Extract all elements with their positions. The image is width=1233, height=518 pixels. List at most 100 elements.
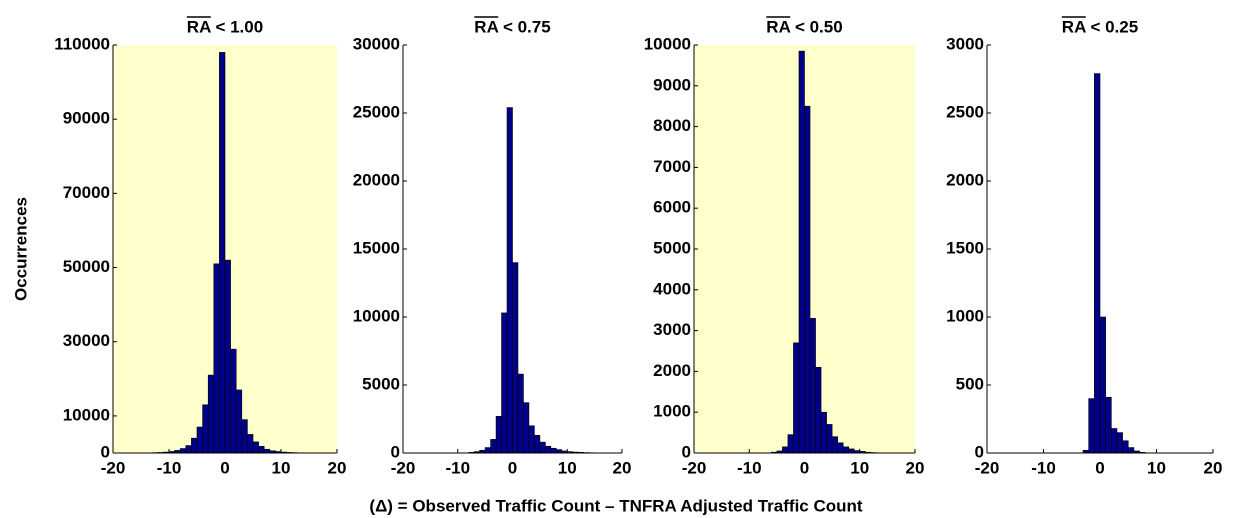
x-tick-label: -20 <box>975 458 1000 477</box>
bar <box>263 448 271 454</box>
y-tick-label: 90000 <box>63 109 110 128</box>
x-tick-label: 20 <box>1204 458 1223 477</box>
y-tick-label: 2000 <box>946 170 984 189</box>
y-tick-label: 3000 <box>653 320 691 339</box>
bar <box>1111 428 1118 454</box>
bar <box>842 446 849 454</box>
y-tick-label: 0 <box>682 442 691 461</box>
y-axis-label: Occurrences <box>11 197 30 301</box>
x-axis-label: (Δ) = Observed Traffic Count – TNFRA Adj… <box>369 496 862 515</box>
y-tick-label: 70000 <box>63 183 110 202</box>
y-tick-label: 9000 <box>653 75 691 94</box>
y-tick-label: 0 <box>975 442 984 461</box>
bar <box>534 435 541 454</box>
y-tick-label: 1500 <box>946 238 984 257</box>
y-tick-label: 30000 <box>353 34 400 53</box>
x-tick-label: 10 <box>1147 458 1166 477</box>
bar <box>224 259 231 454</box>
y-tick-label: 5000 <box>653 238 691 257</box>
chart-title: RA < 0.25 <box>1062 17 1138 36</box>
bar <box>550 447 557 454</box>
y-tick-label: 10000 <box>353 306 400 325</box>
y-tick-label: 3000 <box>946 34 984 53</box>
y-tick-label: 1000 <box>946 306 984 325</box>
bar <box>490 439 497 454</box>
bar <box>512 262 519 454</box>
y-tick-label: 110000 <box>54 34 110 53</box>
bar <box>202 404 209 454</box>
bar <box>782 446 789 454</box>
x-tick-label: 10 <box>850 458 869 477</box>
x-tick-label: 0 <box>1095 458 1104 477</box>
bar <box>815 367 822 454</box>
bar <box>1127 447 1135 454</box>
bar <box>555 449 563 454</box>
y-tick-label: 2000 <box>653 361 691 380</box>
bar <box>258 446 265 454</box>
x-tick-label: -20 <box>682 458 707 477</box>
y-tick-label: 6000 <box>653 198 691 217</box>
x-tick-label: 20 <box>328 458 347 477</box>
x-tick-label: 0 <box>220 458 229 477</box>
bar <box>831 436 838 454</box>
chart-title: RA < 1.00 <box>187 17 263 36</box>
chart-title: RA < 0.50 <box>766 17 842 36</box>
bar <box>517 373 524 454</box>
bar <box>1116 432 1123 454</box>
bar <box>1122 440 1129 454</box>
y-tick-label: 1000 <box>653 402 691 421</box>
bar <box>219 52 226 454</box>
y-tick-label: 2500 <box>946 102 984 121</box>
bar <box>191 437 198 454</box>
y-tick-label: 15000 <box>353 238 400 257</box>
x-tick-label: -10 <box>445 458 470 477</box>
x-tick-label: -10 <box>157 458 182 477</box>
bar <box>1105 396 1112 454</box>
x-tick-label: 10 <box>558 458 577 477</box>
bar <box>247 434 254 454</box>
y-tick-label: 20000 <box>353 170 400 189</box>
bar <box>804 105 811 454</box>
bar <box>809 318 816 454</box>
bar <box>837 442 844 454</box>
y-tick-label: 5000 <box>362 374 400 393</box>
x-tick-label: -10 <box>737 458 762 477</box>
bar <box>798 50 805 454</box>
bar <box>241 419 248 454</box>
bar <box>1099 316 1106 454</box>
bar <box>1088 398 1095 454</box>
y-tick-label: 50000 <box>63 257 110 276</box>
y-tick-label: 500 <box>956 374 984 393</box>
y-tick-label: 25000 <box>353 102 400 121</box>
bar <box>523 402 530 454</box>
x-tick-label: -20 <box>101 458 126 477</box>
y-tick-label: 7000 <box>653 157 691 176</box>
x-tick-label: 20 <box>613 458 632 477</box>
y-tick-label: 0 <box>391 442 400 461</box>
y-tick-label: 30000 <box>63 331 110 350</box>
x-tick-label: -20 <box>391 458 416 477</box>
bar <box>820 411 827 454</box>
bar <box>528 425 535 454</box>
bar <box>484 447 491 454</box>
x-tick-label: 20 <box>906 458 925 477</box>
bar <box>230 348 237 454</box>
bar <box>826 424 833 454</box>
bar <box>539 441 546 454</box>
bar <box>196 426 203 454</box>
bar <box>207 374 215 454</box>
x-tick-label: 0 <box>508 458 517 477</box>
bar <box>793 342 800 454</box>
bar <box>235 389 243 454</box>
y-tick-label: 0 <box>101 442 110 461</box>
y-tick-label: 4000 <box>653 279 691 298</box>
bar <box>501 312 508 454</box>
y-tick-label: 8000 <box>653 116 691 135</box>
bar <box>252 441 259 454</box>
bar <box>213 263 220 454</box>
y-tick-label: 10000 <box>644 34 691 53</box>
bar <box>495 415 502 454</box>
chart-title: RA < 0.75 <box>474 17 550 36</box>
